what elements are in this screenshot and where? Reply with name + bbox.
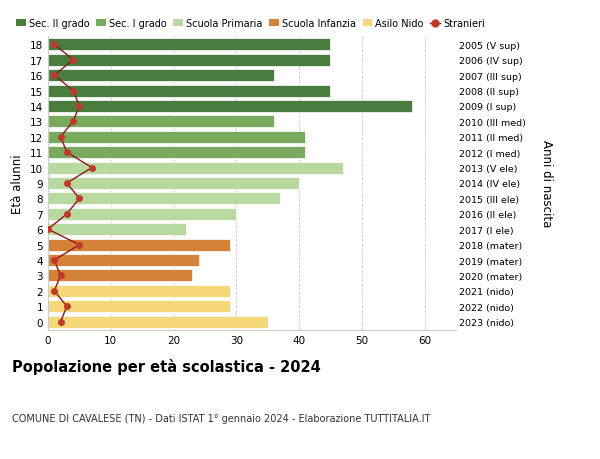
Bar (48, 239, 230, 251)
Text: Popolazione per età scolastica - 2024: Popolazione per età scolastica - 2024 (12, 358, 321, 374)
Bar (48, 316, 268, 328)
Bar (48, 70, 274, 82)
Bar (48, 301, 230, 313)
Y-axis label: Anni di nascita: Anni di nascita (539, 140, 553, 227)
Bar (48, 208, 236, 220)
Bar (48, 254, 199, 267)
Bar (48, 39, 331, 51)
Bar (48, 270, 193, 282)
Bar (48, 178, 299, 190)
Text: COMUNE DI CAVALESE (TN) - Dati ISTAT 1° gennaio 2024 - Elaborazione TUTTITALIA.I: COMUNE DI CAVALESE (TN) - Dati ISTAT 1° … (12, 413, 430, 423)
Bar (48, 162, 343, 174)
Bar (48, 147, 305, 159)
Y-axis label: Età alunni: Età alunni (11, 154, 25, 213)
Bar (48, 116, 274, 128)
Bar (48, 224, 186, 236)
Bar (48, 193, 280, 205)
Bar (48, 131, 305, 144)
Legend: Sec. II grado, Sec. I grado, Scuola Primaria, Scuola Infanzia, Asilo Nido, Stran: Sec. II grado, Sec. I grado, Scuola Prim… (16, 19, 485, 29)
Bar (48, 55, 331, 67)
Bar (48, 101, 412, 113)
Bar (48, 85, 331, 97)
Bar (48, 285, 230, 297)
